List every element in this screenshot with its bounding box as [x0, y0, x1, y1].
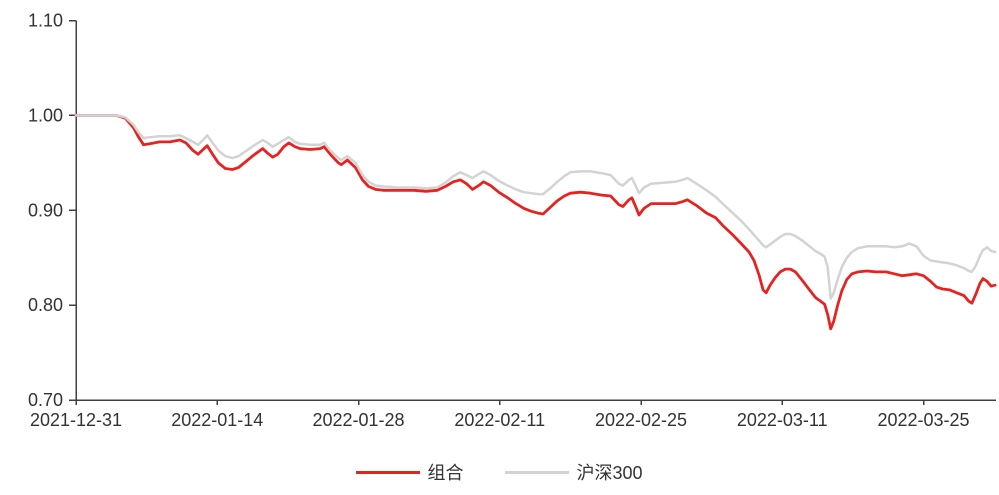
legend-label-csi300: 沪深300: [576, 463, 643, 483]
x-tick-label: 2022-01-14: [171, 410, 263, 430]
y-tick-label: 0.70: [28, 390, 63, 410]
legend-item-portfolio: 组合: [356, 459, 463, 485]
legend: 组合 沪深300: [0, 459, 999, 485]
x-tick-label: 2022-02-11: [454, 410, 545, 430]
axis-lines: [75, 20, 996, 401]
x-tick-label: 2022-02-25: [595, 410, 687, 430]
series-line-portfolio: [74, 114, 997, 331]
legend-label-portfolio: 组合: [427, 463, 464, 483]
y-tick-label: 1.00: [28, 105, 63, 125]
legend-line-portfolio-icon: [356, 470, 421, 474]
x-tick-label: 2021-12-31: [30, 410, 122, 430]
x-tick-label: 2022-01-28: [312, 410, 404, 430]
series-line-csi300: [74, 114, 997, 300]
y-tick-label: 0.90: [28, 200, 63, 220]
x-tick-label: 2022-03-11: [737, 410, 828, 430]
legend-item-csi300: 沪深300: [505, 459, 643, 485]
y-tick-label: 0.80: [28, 295, 63, 315]
y-tick-label: 1.10: [28, 11, 63, 31]
x-tick-label: 2022-03-25: [877, 410, 969, 430]
legend-line-csi300-icon: [505, 470, 570, 474]
